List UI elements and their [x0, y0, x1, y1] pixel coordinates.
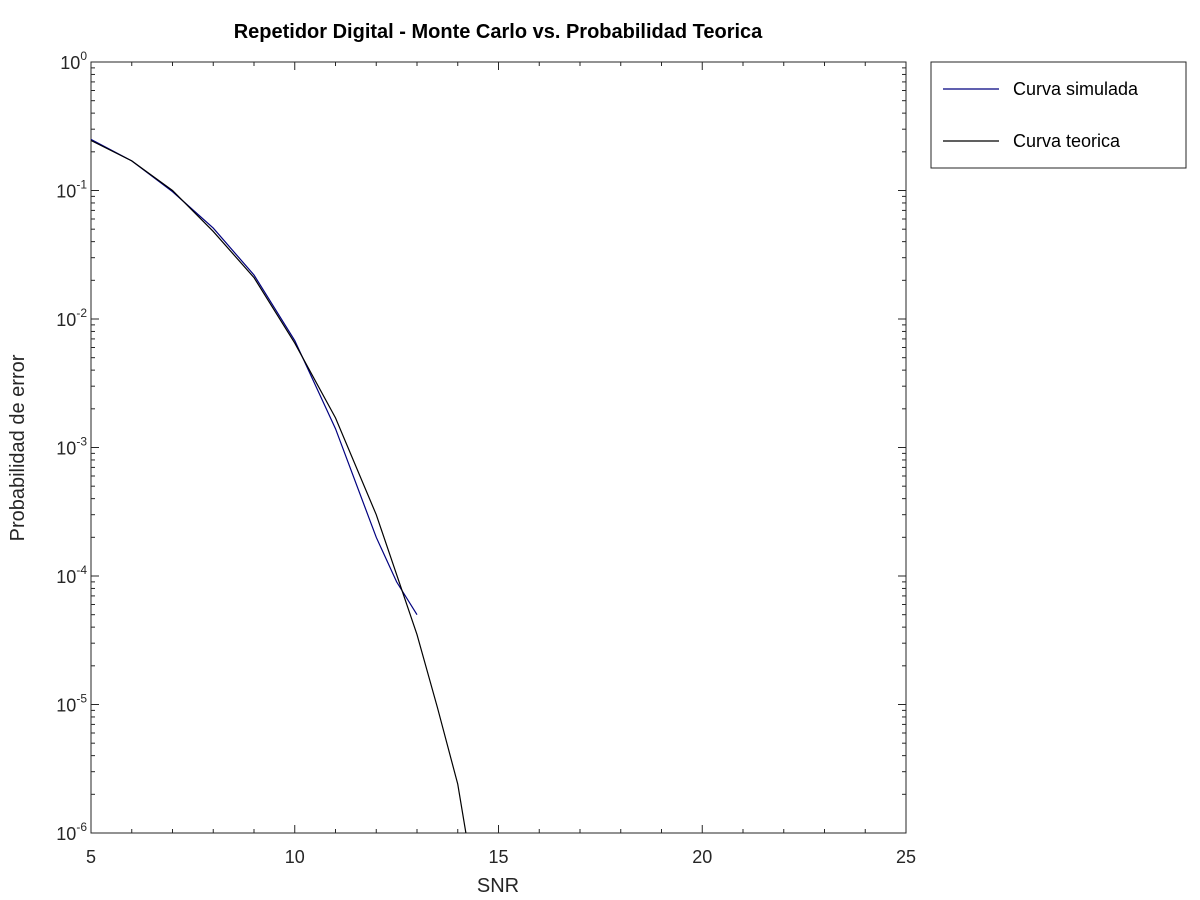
y-tick-base: 10: [56, 824, 76, 844]
y-tick-label: 10-4: [56, 563, 87, 587]
y-tick-label: 10-2: [56, 306, 87, 330]
series-line-teorica: [91, 139, 467, 833]
x-tick-label: 10: [285, 847, 305, 867]
legend-entry-label: Curva teorica: [1013, 131, 1121, 151]
y-tick-exponent: -5: [76, 692, 87, 706]
legend: Curva simulada Curva teorica: [930, 61, 1187, 169]
x-tick-label: 5: [86, 847, 96, 867]
y-tick-base: 10: [56, 310, 76, 330]
y-tick-label: 10-6: [56, 820, 87, 844]
chart-title: Repetidor Digital - Monte Carlo vs. Prob…: [234, 21, 763, 43]
y-tick-exponent: -3: [76, 435, 87, 449]
x-tick-label: 15: [488, 847, 508, 867]
y-tick-base: 10: [56, 182, 76, 202]
y-tick-label: 10-5: [56, 692, 87, 716]
x-tick-label: 25: [896, 847, 916, 867]
y-tick-exponent: -2: [76, 306, 87, 320]
y-tick-base: 10: [56, 439, 76, 459]
y-tick-base: 10: [60, 53, 80, 73]
y-tick-exponent: 0: [80, 49, 87, 63]
y-tick-label: 10-3: [56, 435, 87, 459]
x-tick-label: 20: [692, 847, 712, 867]
y-tick-base: 10: [56, 567, 76, 587]
legend-box: [930, 61, 1187, 169]
axes-box: [90, 61, 907, 834]
y-tick-exponent: -4: [76, 563, 87, 577]
y-tick-label: 10-1: [56, 178, 87, 202]
legend-entry-label: Curva simulada: [1013, 79, 1139, 99]
y-tick-exponent: -1: [76, 178, 87, 192]
y-tick-exponent: -6: [76, 820, 87, 834]
y-tick-base: 10: [56, 696, 76, 716]
x-axis-title: SNR: [477, 875, 519, 897]
y-axis-title: Probabilidad de error: [7, 354, 29, 541]
y-tick-label: 100: [60, 49, 87, 73]
